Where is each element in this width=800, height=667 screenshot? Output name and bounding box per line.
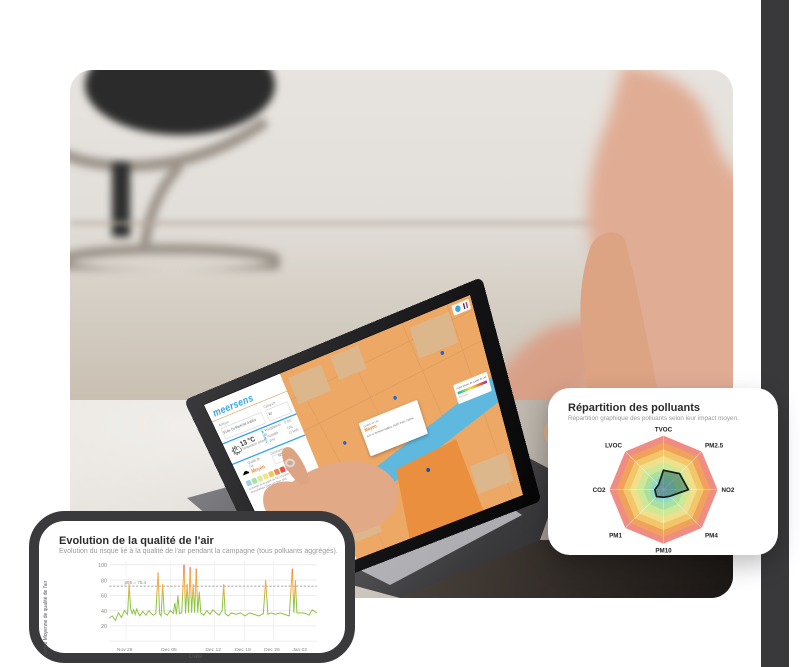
svg-text:Dec 19: Dec 19 (235, 647, 251, 651)
svg-text:LVOC: LVOC (605, 443, 622, 450)
svg-text:PM10: PM10 (655, 547, 672, 554)
svg-text:Dec 12: Dec 12 (205, 647, 221, 651)
svg-text:PM2.5: PM2.5 (705, 443, 724, 450)
svg-text:NO2: NO2 (722, 487, 735, 494)
svg-text:PM4: PM4 (705, 533, 718, 540)
svg-text:Nov 28: Nov 28 (117, 647, 133, 651)
svg-text:p95 = 75.4: p95 = 75.4 (125, 580, 147, 585)
svg-text:CO2: CO2 (593, 487, 606, 494)
svg-text:Jan 02: Jan 02 (292, 647, 307, 651)
svg-text:60: 60 (101, 594, 107, 600)
svg-text:Dec 26: Dec 26 (264, 647, 280, 651)
svg-text:20: 20 (101, 624, 107, 630)
svg-text:TVOC: TVOC (655, 427, 673, 434)
svg-text:40: 40 (101, 609, 107, 615)
svg-text:80: 80 (101, 578, 107, 584)
svg-text:Dec 05: Dec 05 (161, 647, 177, 651)
svg-text:PM1: PM1 (609, 533, 622, 540)
svg-text:100: 100 (98, 563, 107, 569)
